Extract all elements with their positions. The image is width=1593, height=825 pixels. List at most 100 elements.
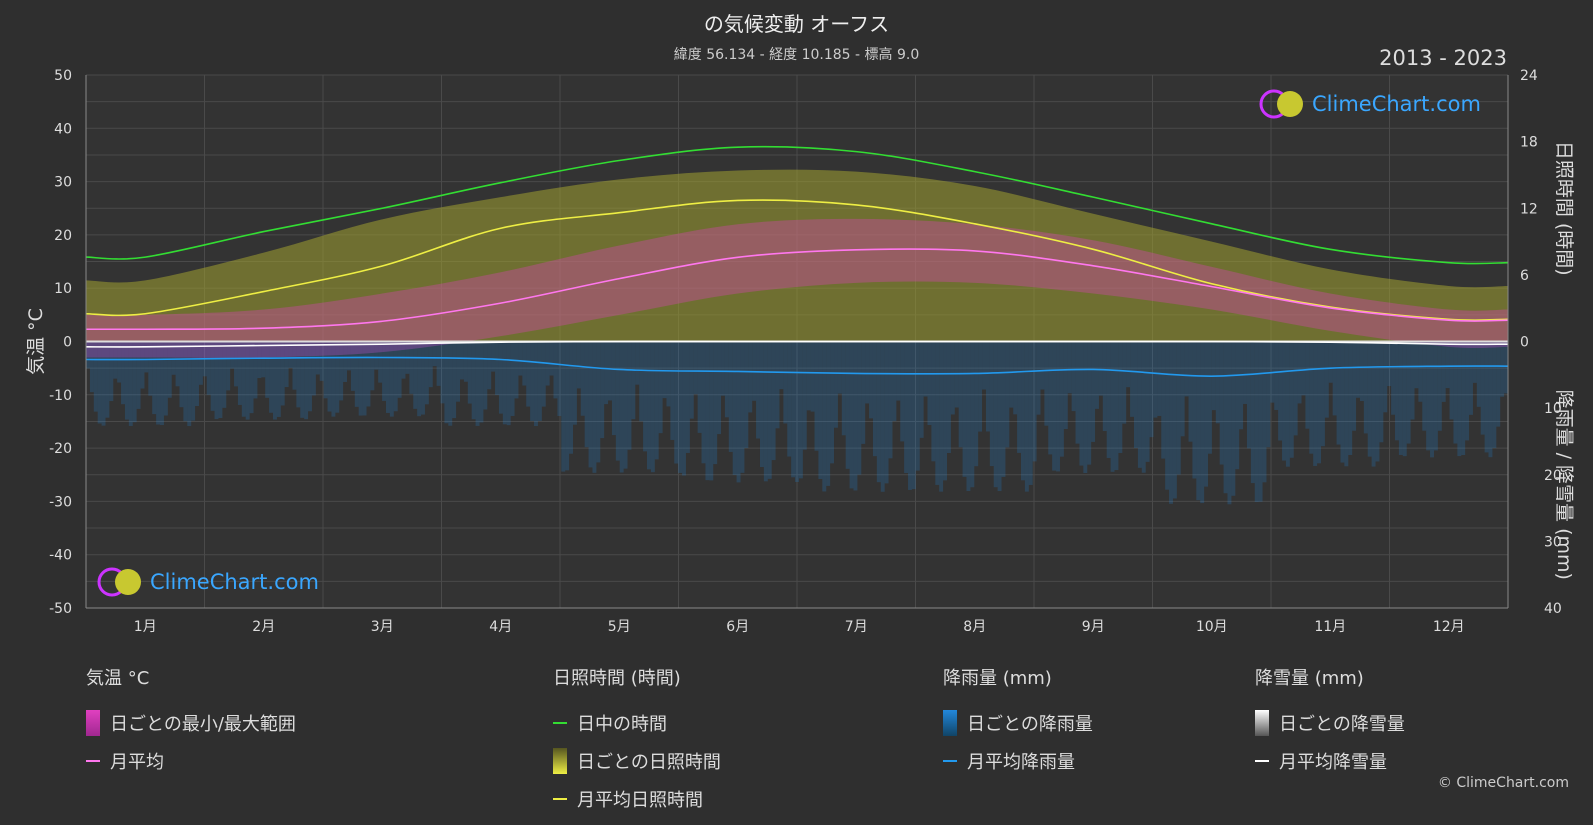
daily-rain-bar [974, 341, 979, 467]
daily-rain-bar [502, 341, 507, 425]
daily-rain-bar [436, 341, 441, 386]
daily-rain-bar [362, 341, 367, 416]
daily-rain-bar [210, 341, 215, 411]
y-right-bottom-tick-label: 40 [1544, 601, 1562, 617]
daily-rain-bar [249, 341, 254, 414]
daily-rain-bar [1422, 341, 1427, 431]
daily-rain-bar [1449, 341, 1454, 420]
daily-rain-bar [132, 341, 137, 423]
daily-rain-bar [1500, 341, 1505, 397]
daily-rain-bar [1204, 341, 1209, 487]
daily-rain-bar [596, 341, 601, 463]
daily-rain-bar [1293, 341, 1298, 436]
daily-rain-bar [448, 341, 453, 426]
daily-rain-bar [522, 341, 527, 386]
daily-rain-bar [156, 341, 161, 425]
daily-rain-bar [1141, 341, 1146, 473]
y-left-tick-label: -30 [49, 494, 72, 510]
daily-rain-bar [1005, 341, 1010, 448]
daily-rain-bar [261, 341, 266, 378]
snow-swatch [1255, 710, 1269, 736]
daily-rain-bar [795, 341, 799, 482]
legend-label: 日ごとの降雨量 [967, 714, 1093, 735]
daily-rain-bar [615, 341, 620, 461]
legend-label: 月平均降雪量 [1279, 752, 1387, 773]
daily-rain-bar [962, 341, 967, 477]
daily-rain-bar [1122, 341, 1127, 424]
legend-item: 日ごとの最小/最大範囲 [86, 704, 296, 742]
legend-label: 日ごとの降雪量 [1279, 714, 1405, 735]
daily-rain-bar [787, 341, 792, 457]
daily-rain-bar [167, 341, 172, 398]
daily-rain-bar [514, 341, 519, 399]
legend-label: 月平均日照時間 [577, 790, 703, 811]
daily-rain-bar [413, 341, 418, 409]
daily-rain-bar [128, 341, 133, 426]
daily-rain-bar [1021, 341, 1025, 481]
daily-rain-bar [175, 341, 180, 387]
daily-rain-bar [1266, 341, 1271, 448]
daily-rain-bar [311, 341, 316, 396]
y-left-tick-label: -50 [49, 601, 72, 617]
x-tick-label: 7月 [845, 619, 868, 635]
daily-rain-bar [943, 341, 947, 481]
daily-rain-bar [152, 341, 157, 415]
daily-rain-bar [611, 341, 616, 436]
daily-rain-bar [1083, 341, 1088, 474]
daily-rain-bar [1040, 341, 1045, 390]
legend-item: 日ごとの降雨量 [943, 704, 1093, 742]
daily-rain-bar [331, 341, 336, 417]
rain-swatch [943, 710, 957, 736]
daily-rain-bar [1145, 341, 1150, 462]
daily-rain-bar [982, 341, 986, 390]
daily-rain-bar [685, 341, 690, 453]
daily-rain-bar [643, 341, 648, 452]
year-range: 2013 - 2023 [1379, 46, 1507, 70]
chart-title: の気候変動 オーフス [703, 12, 890, 36]
daily-rain-bar [834, 341, 838, 428]
daily-rain-bar [709, 341, 714, 481]
daily-rain-bar [923, 341, 928, 397]
x-tick-label: 3月 [371, 619, 394, 635]
daily-rain-bar [1254, 341, 1259, 502]
daily-rain-bar [826, 341, 831, 486]
legend-snow-header: 降雪量 (mm) [1255, 668, 1364, 689]
daily-rain-bar [853, 341, 858, 491]
daily-rain-bar [1161, 341, 1166, 459]
daily-rain-bar [440, 341, 445, 404]
daily-rain-bar [576, 341, 581, 389]
daily-rain-bar [347, 341, 351, 371]
daily-rain-bar [1153, 341, 1158, 418]
daily-rain-bar [658, 341, 663, 434]
daily-rain-bar [1106, 341, 1111, 458]
y-left-tick-label: 20 [54, 228, 72, 244]
daily-rain-bar [911, 341, 916, 490]
daily-rain-bar [896, 341, 901, 401]
daily-rain-bar [650, 341, 655, 473]
daily-rain-bar [121, 341, 125, 405]
daily-temp-range-band [86, 218, 1508, 358]
daily-rain-bar [1340, 341, 1345, 463]
daily-rain-bar [1208, 341, 1212, 454]
daily-rain-bar [880, 341, 885, 492]
x-tick-label: 2月 [252, 619, 275, 635]
daily-rain-bar [1200, 341, 1205, 504]
daily-rain-bar [1188, 341, 1193, 442]
daily-rain-bar [1102, 341, 1107, 431]
daily-rain-bar [1328, 341, 1333, 383]
daily-rain-bar [1375, 341, 1380, 462]
legend-rain-header: 降雨量 (mm) [943, 668, 1052, 689]
daily-rain-bar [1406, 341, 1411, 444]
daily-rain-bar [460, 341, 464, 380]
y-right-top-tick-label: 12 [1520, 201, 1538, 217]
daily-rain-bar [1013, 341, 1018, 415]
legend-sun: 日照時間 (時間) 日中の時間 日ごとの日照時間 月平均日照時間 [553, 664, 721, 818]
daily-rain-bar [491, 341, 496, 372]
daily-rain-bar [218, 341, 223, 419]
daily-rain-bar [1305, 341, 1310, 429]
daily-rain-bar [1157, 341, 1162, 416]
daily-rain-bar [226, 341, 231, 391]
daily-rain-bar [1383, 341, 1388, 413]
legend-label: 月平均 [110, 752, 164, 773]
logo-text: ClimeChart.com [1312, 92, 1481, 116]
